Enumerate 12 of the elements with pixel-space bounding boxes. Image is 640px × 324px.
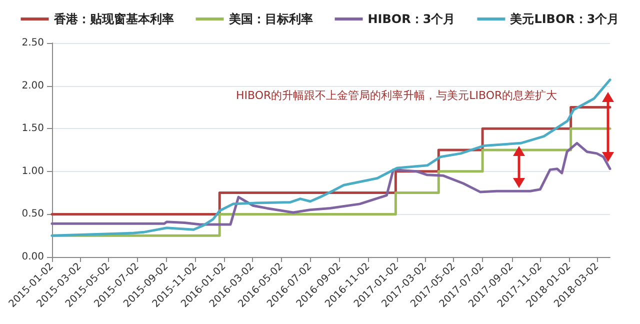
legend-label: 美元LIBOR：3个月 bbox=[509, 12, 620, 26]
legend-label: HIBOR：3个月 bbox=[368, 12, 456, 26]
legend-label: 香港：贴现窗基本利率 bbox=[52, 12, 174, 26]
y-tick-label: 2.50 bbox=[22, 38, 44, 48]
y-tick-label: 0.50 bbox=[22, 208, 44, 220]
y-tick-label: 1.50 bbox=[22, 123, 44, 134]
legend-label: 美国：目标利率 bbox=[228, 12, 313, 26]
line-series bbox=[50, 78, 612, 237]
y-tick-label: 0.00 bbox=[22, 252, 44, 262]
annotation: HIBOR的升幅跟不上金管局的利率升幅，与美元LIBOR的息差扩大 bbox=[236, 89, 558, 102]
y-tick-label: 2.00 bbox=[22, 80, 44, 92]
y-tick-label: 1.00 bbox=[22, 166, 44, 177]
